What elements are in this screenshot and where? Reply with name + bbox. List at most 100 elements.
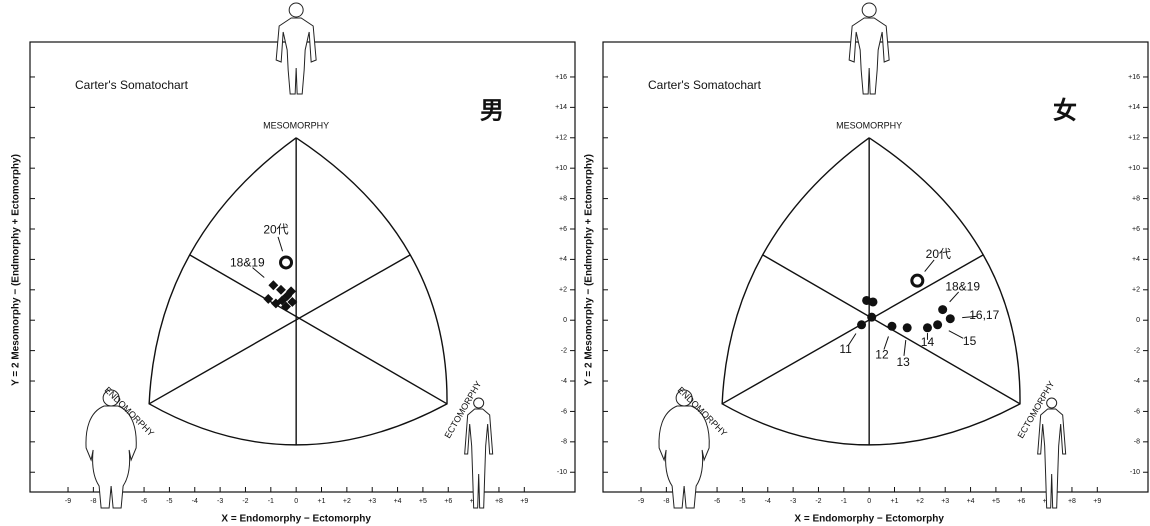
x-tick-label: +4 xyxy=(967,498,975,505)
somatochart-axis xyxy=(149,255,410,404)
x-tick-label: +9 xyxy=(520,498,528,505)
vertex-label: MESOMORPHY xyxy=(836,120,902,130)
x-tick-label: -3 xyxy=(217,498,223,505)
x-tick-label: +5 xyxy=(419,498,427,505)
y-tick-label: -8 xyxy=(561,439,567,446)
point xyxy=(281,257,292,268)
y-tick-label: +14 xyxy=(555,104,567,111)
x-tick-label: -2 xyxy=(815,498,821,505)
mesomorph-figure xyxy=(276,3,316,94)
x-tick-label: 0 xyxy=(294,498,298,505)
chart-title: Carter's Somatochart xyxy=(648,78,762,92)
x-tick-label: +6 xyxy=(444,498,452,505)
point-label: 15 xyxy=(963,334,977,348)
point-label: 18&19 xyxy=(945,280,980,294)
vertex-label: MESOMORPHY xyxy=(263,120,329,130)
x-tick-label: +6 xyxy=(1017,498,1025,505)
x-axis-label: X = Endomorphy − Ectomorphy xyxy=(221,514,371,525)
x-tick-label: +5 xyxy=(992,498,1000,505)
x-axis-label: X = Endomorphy − Ectomorphy xyxy=(794,514,944,525)
somatochart: -9-8-7-6-5-4-3-2-10+1+2+3+4+5+6+7+8+9-10… xyxy=(584,3,1148,525)
x-tick-label: +4 xyxy=(394,498,402,505)
x-tick-label: -8 xyxy=(90,498,96,505)
x-tick-label: -5 xyxy=(739,498,745,505)
x-tick-label: -8 xyxy=(663,498,669,505)
y-tick-label: +8 xyxy=(559,195,567,202)
x-tick-label: -1 xyxy=(841,498,847,505)
y-tick-label: +2 xyxy=(559,287,567,294)
y-tick-label: -2 xyxy=(1134,347,1140,354)
y-tick-label: +16 xyxy=(1128,74,1140,81)
y-tick-label: -10 xyxy=(557,469,567,476)
point xyxy=(887,322,896,331)
y-axis-label: Y = 2 Mesomorphy − (Endmorphy + Ectomorp… xyxy=(584,154,595,386)
mesomorph-figure xyxy=(849,3,889,94)
y-tick-label: -4 xyxy=(1134,378,1140,385)
y-tick-label: 0 xyxy=(1136,317,1140,324)
x-tick-label: +8 xyxy=(495,498,503,505)
point-label: 11 xyxy=(839,342,852,356)
x-tick-label: +8 xyxy=(1068,498,1076,505)
page: -9-8-7-6-5-4-3-2-10+1+2+3+4+5+6+7+8+9-10… xyxy=(0,0,1150,526)
label-leader xyxy=(904,340,906,356)
y-tick-label: +16 xyxy=(555,74,567,81)
y-tick-label: +2 xyxy=(1132,287,1140,294)
label-leader xyxy=(278,237,283,251)
y-tick-label: -6 xyxy=(561,408,567,415)
y-tick-label: +12 xyxy=(1128,135,1140,142)
point xyxy=(903,323,912,332)
point xyxy=(923,323,932,332)
y-tick-label: +14 xyxy=(1128,104,1140,111)
y-tick-label: +10 xyxy=(555,165,567,172)
point xyxy=(276,285,286,295)
y-tick-label: +8 xyxy=(1132,195,1140,202)
point xyxy=(933,320,942,329)
point-label: 14 xyxy=(921,335,935,349)
somatochart-axis xyxy=(190,255,447,404)
y-tick-label: +6 xyxy=(1132,226,1140,233)
x-tick-label: -1 xyxy=(268,498,274,505)
y-tick-label: -4 xyxy=(561,378,567,385)
point-label: 20代 xyxy=(926,247,951,261)
x-tick-label: +2 xyxy=(343,498,351,505)
y-tick-label: +4 xyxy=(1132,256,1140,263)
y-tick-label: +12 xyxy=(555,135,567,142)
x-tick-label: -9 xyxy=(638,498,644,505)
x-tick-label: +2 xyxy=(916,498,924,505)
somatochart-outline xyxy=(149,138,447,445)
point xyxy=(867,313,876,322)
point-label: 20代 xyxy=(263,223,288,237)
somatochart: -9-8-7-6-5-4-3-2-10+1+2+3+4+5+6+7+8+9-10… xyxy=(11,3,575,525)
point xyxy=(946,314,955,323)
label-leader xyxy=(949,331,963,339)
x-tick-label: -4 xyxy=(192,498,198,505)
x-tick-label: +9 xyxy=(1093,498,1101,505)
y-tick-label: -2 xyxy=(561,347,567,354)
x-tick-label: -4 xyxy=(765,498,771,505)
chart-title: Carter's Somatochart xyxy=(75,78,189,92)
x-tick-label: 0 xyxy=(867,498,871,505)
corner-label: 女 xyxy=(1053,96,1077,124)
point xyxy=(912,275,923,286)
x-tick-label: +1 xyxy=(318,498,326,505)
x-tick-label: -3 xyxy=(790,498,796,505)
y-tick-label: -8 xyxy=(1134,439,1140,446)
point xyxy=(938,305,947,314)
point-label: 18&19 xyxy=(230,255,265,269)
x-tick-label: -6 xyxy=(141,498,147,505)
y-tick-label: 0 xyxy=(563,317,567,324)
point-label: 16,17 xyxy=(969,308,999,322)
y-tick-label: -6 xyxy=(1134,408,1140,415)
y-tick-label: +6 xyxy=(559,226,567,233)
x-tick-label: +3 xyxy=(368,498,376,505)
x-tick-label: +3 xyxy=(941,498,949,505)
y-tick-label: +4 xyxy=(559,256,567,263)
y-axis-label: Y = 2 Mesomorphy − (Endmorphy + Ectomorp… xyxy=(11,154,22,386)
x-tick-label: -2 xyxy=(242,498,248,505)
point xyxy=(857,320,866,329)
corner-label: 男 xyxy=(480,97,504,124)
somatochart-axis xyxy=(722,255,983,404)
point-label: 12 xyxy=(875,347,889,361)
x-tick-label: -5 xyxy=(166,498,172,505)
label-leader xyxy=(925,260,934,272)
